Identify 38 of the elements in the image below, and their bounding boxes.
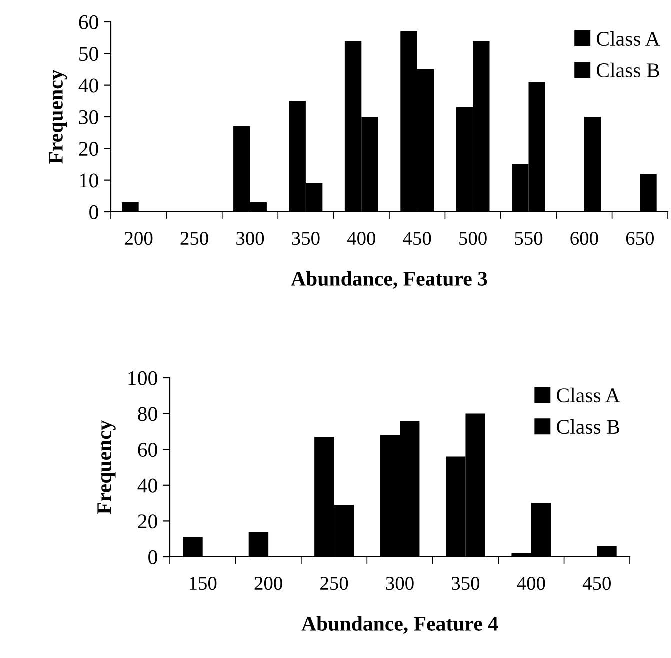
x-tick-label: 350 [292,232,320,246]
y-tick-label: 0 [90,205,98,220]
x-tick-label: 400 [517,577,546,590]
legend-label: Class B [596,62,660,78]
y-tick-label: 10 [80,174,98,188]
x-tick-label: 400 [347,232,376,246]
x-axis-title: Abundance, Feature 4 [302,616,498,634]
y-tick-label: 20 [138,514,158,529]
y-tick-label: 60 [79,15,98,30]
x-tick-label: 250 [180,232,208,246]
x-tick-label: 350 [452,577,480,590]
y-tick-label: 20 [79,142,98,156]
legend-label: Class A [557,388,620,403]
x-tick-label: 600 [570,232,598,246]
x-tick-label: 200 [254,577,282,590]
x-tick-label: 300 [236,232,264,246]
x-tick-label: 200 [125,232,153,246]
x-axis-title: Abundance, Feature 3 [291,271,488,289]
y-axis-title: Frequency [49,70,68,164]
x-tick-label: 500 [460,232,487,246]
y-tick-label: 30 [79,110,98,124]
y-tick-label: 50 [80,47,98,62]
x-tick-label: 150 [190,577,217,590]
x-tick-label: 250 [320,577,348,590]
x-tick-label: 450 [582,577,611,590]
x-tick-label: 450 [403,232,432,246]
x-tick-label: 650 [626,232,654,246]
legend-label: Class B [557,419,620,434]
y-tick-label: 40 [138,478,158,493]
y-tick-label: 60 [138,442,158,458]
y-tick-label: 40 [78,78,98,93]
y-tick-label: 100 [128,371,158,386]
y-tick-label: 80 [138,407,158,422]
y-tick-label: 0 [148,550,158,564]
y-axis-title: Frequency [98,420,116,514]
x-tick-label: 300 [386,577,414,590]
legend-label: Class A [596,31,660,46]
x-tick-label: 550 [515,232,543,246]
